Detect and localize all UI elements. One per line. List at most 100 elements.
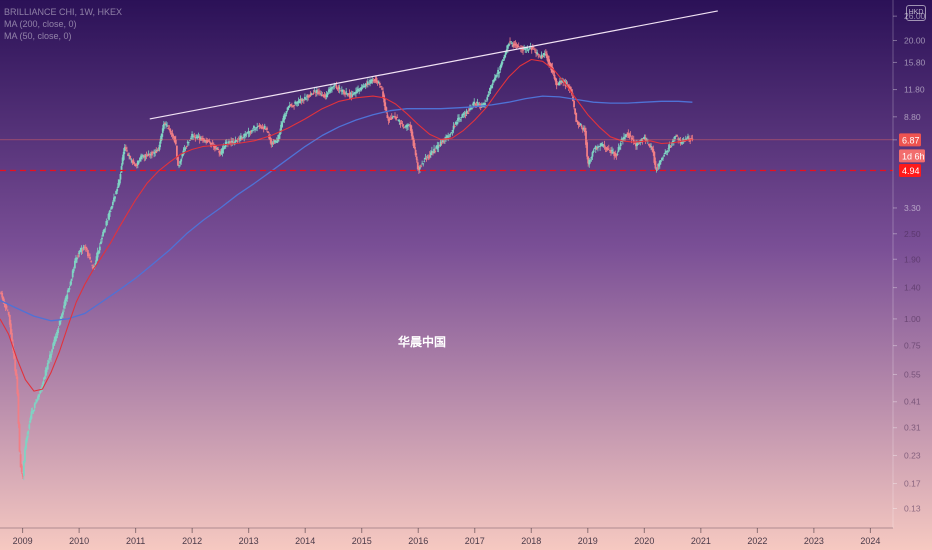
x-tick-label: 2014 <box>295 536 315 546</box>
candle-body <box>326 92 329 95</box>
candle-body <box>267 131 269 133</box>
candle-body <box>289 104 292 106</box>
y-tick-label: 0.17 <box>904 479 921 489</box>
candle-body <box>504 51 507 55</box>
candle-body <box>376 81 379 83</box>
candle-body <box>141 155 144 157</box>
candle-body <box>104 228 107 230</box>
candle-body <box>263 125 266 129</box>
candle-body <box>101 237 103 240</box>
candle-body <box>238 138 241 141</box>
candle-body <box>220 151 223 155</box>
candle-body <box>26 436 29 441</box>
candle-body <box>640 138 643 142</box>
candle-body <box>509 41 511 43</box>
candle-body <box>197 136 200 138</box>
candle-body <box>528 48 531 50</box>
legend-ma200: MA (200, close, 0) <box>4 19 77 29</box>
candle-body <box>247 130 250 134</box>
candle-body <box>665 150 668 153</box>
y-tick-label: 1.90 <box>904 254 921 264</box>
candle-body <box>506 45 509 49</box>
candle-body <box>133 163 136 165</box>
candle-body <box>629 135 632 136</box>
candle-body <box>472 103 475 106</box>
candle-body <box>146 154 149 157</box>
candle-body <box>508 43 510 47</box>
candle-body <box>578 123 581 125</box>
candle-body <box>309 94 312 97</box>
candle-body <box>419 167 421 169</box>
currency-button[interactable]: HKD <box>906 5 926 21</box>
candle-body <box>250 130 253 132</box>
candle-body <box>352 93 355 95</box>
last-price-label-bg <box>899 133 921 147</box>
candle-body <box>118 179 121 185</box>
legend-ma50: MA (50, close, 0) <box>4 31 72 41</box>
candle-body <box>424 158 427 159</box>
candle-body <box>332 86 335 88</box>
candle-body <box>510 41 513 43</box>
y-tick-label: 20.00 <box>904 36 926 46</box>
axis-price-labels: 6.87 1d 6h 4.94 <box>899 133 925 177</box>
candle-body <box>5 305 8 309</box>
y-tick-label: 15.80 <box>904 57 926 67</box>
candle-body <box>411 131 414 140</box>
candle-body <box>576 120 579 122</box>
candle-body <box>296 103 299 105</box>
candle-body <box>293 105 295 106</box>
candle-body <box>626 134 629 136</box>
candle-body <box>82 246 85 249</box>
candle-body <box>637 143 639 145</box>
candle-body <box>103 229 106 233</box>
candle-body <box>467 109 470 111</box>
candle-body <box>598 146 600 147</box>
candle-body <box>180 159 183 162</box>
candle-body <box>649 144 651 148</box>
candle-body <box>311 93 314 95</box>
candle-body <box>662 157 664 159</box>
candle-body <box>132 160 135 164</box>
candle-body <box>108 210 111 217</box>
candle-body <box>464 115 467 117</box>
candle-body <box>568 87 571 89</box>
candle-body <box>91 264 94 266</box>
candle-body <box>300 99 303 102</box>
candle-body <box>47 360 50 364</box>
candle-body <box>308 95 311 97</box>
candle-body <box>527 49 530 51</box>
candle-body <box>269 137 272 140</box>
candle-body <box>543 54 546 56</box>
candle-body <box>131 160 134 162</box>
candle-body <box>2 297 5 301</box>
candle-body <box>657 164 660 167</box>
candle-body <box>65 296 68 301</box>
candle-body <box>480 104 483 107</box>
y-tick-label: 0.13 <box>904 503 921 513</box>
support-price-label: 4.94 <box>902 166 920 176</box>
candle-body <box>496 74 498 76</box>
candle-body <box>53 339 56 346</box>
candle-body <box>45 368 48 373</box>
candle-body <box>395 117 397 120</box>
candle-body <box>457 118 459 121</box>
candle-body <box>371 79 374 82</box>
candle-body <box>454 122 457 125</box>
candle-body <box>97 250 100 254</box>
candle-body <box>450 132 453 134</box>
y-tick-label: 0.23 <box>904 450 921 460</box>
candle-body <box>184 147 187 149</box>
candle-body <box>397 119 400 121</box>
candle-body <box>591 152 594 157</box>
candle-body <box>602 144 605 146</box>
candle-body <box>358 89 361 92</box>
candle-body <box>618 147 621 149</box>
candle-body <box>130 159 133 161</box>
candle-body <box>213 145 216 149</box>
candle-body <box>153 152 155 154</box>
candle-body <box>233 142 236 144</box>
candle-body <box>207 140 210 142</box>
candle-body <box>584 127 586 133</box>
